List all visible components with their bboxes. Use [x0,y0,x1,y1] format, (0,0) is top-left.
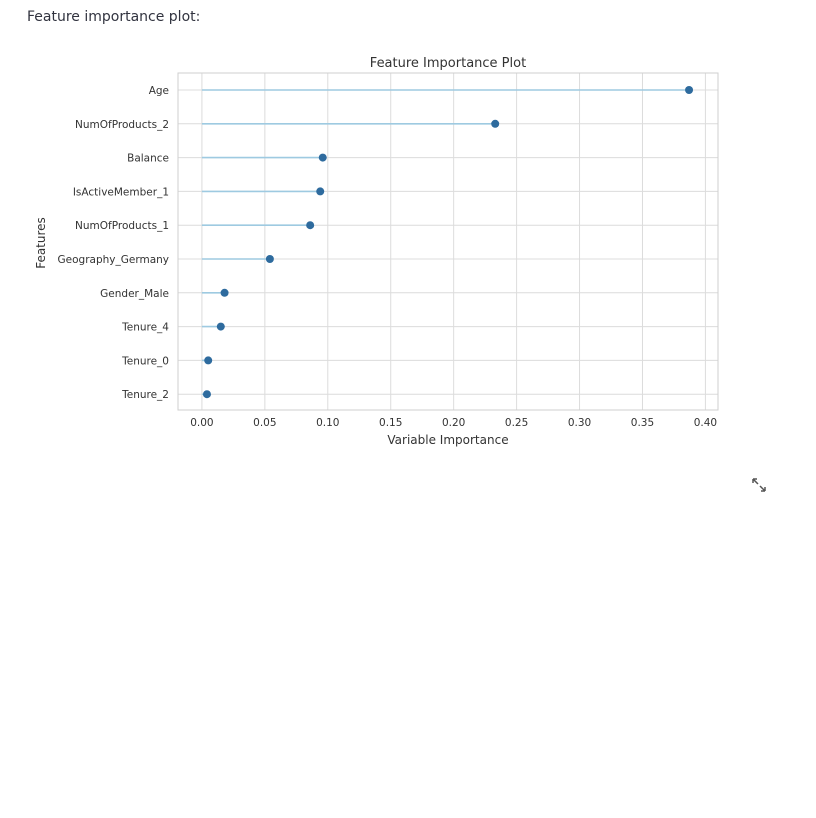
markers-layer [202,86,694,399]
importance-marker [204,356,213,365]
importance-marker [202,390,211,399]
x-tick-label: 0.15 [379,417,402,429]
plot-caption: Feature importance plot: [27,9,201,25]
x-tick-label: 0.10 [316,417,339,429]
x-axis-label: Variable Importance [387,433,508,447]
y-tick-label: Tenure_2 [121,389,169,401]
x-tick-label: 0.35 [631,417,654,429]
y-tick-label: NumOfProducts_1 [75,220,169,232]
importance-marker [316,187,325,196]
y-tick-label: IsActiveMember_1 [73,186,169,198]
y-tick-label: Geography_Germany [58,254,169,266]
importance-marker [685,86,694,94]
x-tick-label: 0.30 [568,417,591,429]
stems-layer [201,89,690,396]
y-tick-label: Gender_Male [100,288,169,300]
x-tick-label: 0.40 [694,417,717,429]
y-tick-labels: Age NumOfProducts_2 Balance IsActiveMember_… [58,85,170,401]
fullscreen-expand-button[interactable] [751,477,767,493]
y-axis-label: Features [34,217,48,269]
y-tick-label: Age [149,85,169,97]
importance-marker [220,288,229,297]
y-tick-label: Balance [127,153,169,165]
y-tick-label: Tenure_4 [121,322,169,334]
x-tick-label: 0.05 [253,417,276,429]
importance-marker [306,221,315,230]
x-tick-labels: 0.00 0.05 0.10 0.15 0.20 0.25 0.30 0.35 0.40 [190,417,717,429]
plot-frame [177,72,719,411]
y-tick-label: NumOfProducts_2 [75,119,169,131]
x-tick-label: 0.00 [190,417,213,429]
importance-marker [216,322,225,331]
x-tick-label: 0.25 [505,417,528,429]
y-tick-label: Tenure_0 [121,355,169,367]
fullscreen-expand-icon [752,478,766,492]
importance-marker [318,153,327,162]
importance-marker [265,255,274,263]
chart-title: Feature Importance Plot [370,56,526,71]
x-tick-label: 0.20 [442,417,465,429]
importance-marker [491,119,500,128]
